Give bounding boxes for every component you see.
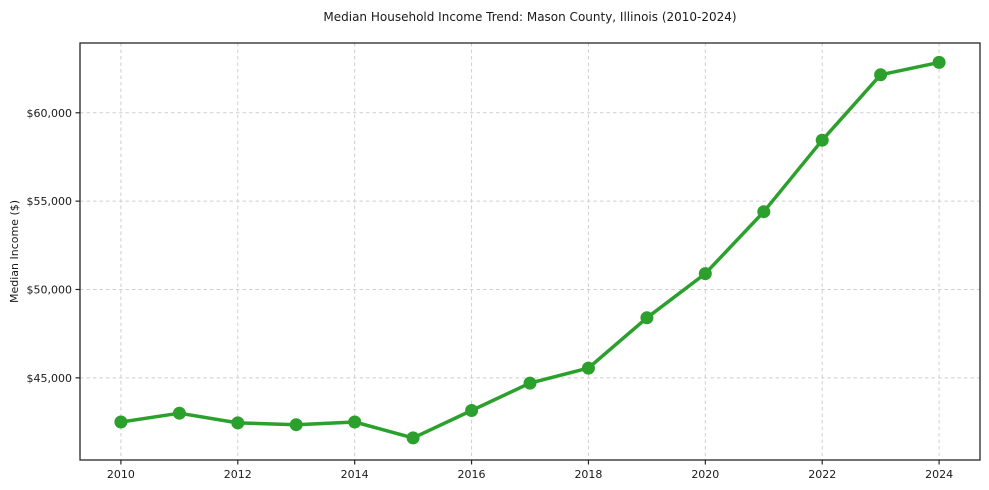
- y-tick-label: $50,000: [27, 283, 73, 296]
- x-tick-label: 2014: [341, 468, 369, 481]
- data-point-2020: [698, 267, 712, 281]
- data-point-2017: [523, 376, 537, 390]
- y-tick-label: $45,000: [27, 372, 73, 385]
- y-tick-label: $60,000: [27, 107, 73, 120]
- data-point-2019: [640, 311, 654, 325]
- data-point-2011: [172, 406, 186, 420]
- data-point-2022: [815, 133, 829, 147]
- chart-title: Median Household Income Trend: Mason Cou…: [323, 10, 737, 24]
- data-point-2010: [114, 415, 128, 429]
- data-point-2013: [289, 418, 303, 432]
- x-tick-label: 2012: [224, 468, 252, 481]
- data-point-2024: [932, 55, 946, 69]
- x-tick-label: 2024: [925, 468, 953, 481]
- data-point-2014: [348, 415, 362, 429]
- plot-frame: [79, 42, 981, 461]
- x-tick-label: 2010: [107, 468, 135, 481]
- data-point-2015: [406, 431, 420, 445]
- x-tick-label: 2016: [458, 468, 486, 481]
- x-tick-label: 2018: [574, 468, 602, 481]
- x-tick-label: 2020: [691, 468, 719, 481]
- data-point-2016: [465, 404, 479, 417]
- data-point-2023: [874, 68, 888, 82]
- data-point-2012: [231, 416, 245, 430]
- y-tick-label: $55,000: [27, 195, 73, 208]
- data-point-2018: [581, 361, 595, 375]
- data-point-2021: [757, 205, 771, 219]
- x-tick-label: 2022: [808, 468, 836, 481]
